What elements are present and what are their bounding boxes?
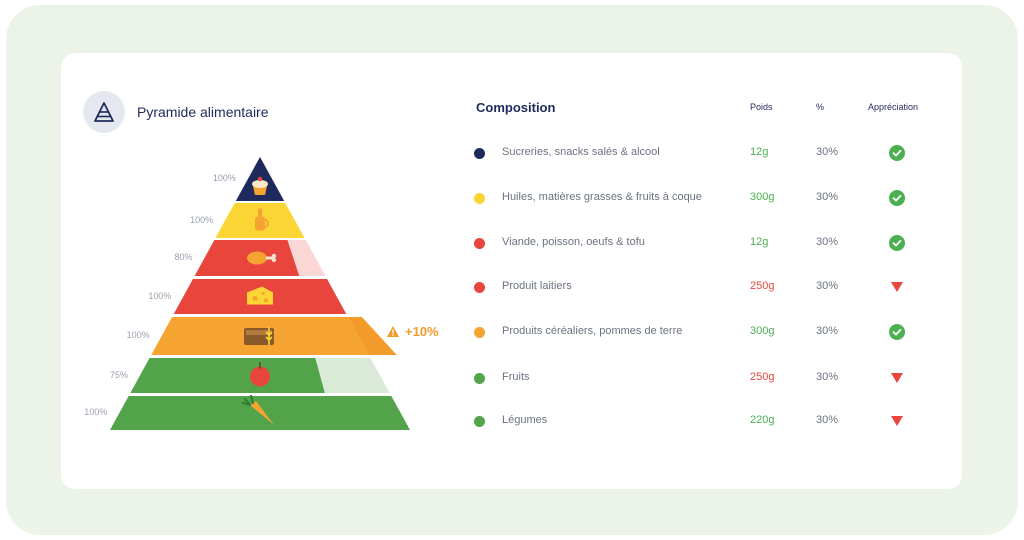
check-circle-icon: [889, 190, 905, 206]
category-weight: 12g: [750, 236, 769, 248]
level-percent-label: 100%: [148, 290, 172, 301]
category-weight: 220g: [750, 414, 775, 426]
level-percent-label: 100%: [190, 214, 214, 225]
column-rating: Appréciation: [868, 102, 919, 112]
category-dot: [474, 373, 485, 384]
pyramid-header: Pyramide alimentaire: [83, 91, 269, 133]
pyramid-chart: [110, 157, 410, 430]
category-percent: 30%: [816, 280, 839, 292]
composition-row: Légumes 220g 30%: [474, 411, 924, 431]
category-dot: [474, 327, 485, 338]
cupcake-icon: [252, 176, 268, 195]
category-label: Produit laitiers: [502, 280, 572, 292]
category-label: Produits céréaliers, pommes de terre: [502, 325, 683, 337]
category-dot: [474, 416, 485, 427]
excess-warning: +10%: [386, 324, 439, 339]
column-percent: %: [816, 102, 825, 112]
category-percent: 30%: [816, 371, 839, 383]
oil-bottle-icon: [255, 208, 269, 231]
check-circle-icon: [889, 235, 905, 251]
category-percent: 30%: [816, 325, 839, 337]
category-weight: 250g: [750, 280, 775, 292]
category-percent: 30%: [816, 146, 839, 158]
excess-segment: [347, 317, 397, 355]
level-fill: [194, 240, 300, 276]
category-label: Légumes: [502, 414, 548, 426]
level-percent-label: 100%: [126, 330, 150, 340]
food-pyramid: 100% 100% 80% 100% 100% 75% 100% +10%: [0, 0, 460, 540]
category-label: Viande, poisson, oeufs & tofu: [502, 236, 645, 248]
excess-warning-label: +10%: [405, 324, 439, 339]
warning-icon: [387, 326, 399, 337]
category-weight: 12g: [750, 146, 769, 158]
category-dot: [474, 148, 485, 159]
pyramid-title: Pyramide alimentaire: [137, 104, 269, 120]
category-dot: [474, 193, 485, 204]
down-triangle-icon: [889, 413, 905, 429]
category-percent: 30%: [816, 236, 839, 248]
composition-row: Viande, poisson, oeufs & tofu 12g 30%: [474, 233, 924, 253]
down-triangle-icon: [889, 279, 905, 295]
check-circle-icon: [889, 145, 905, 161]
composition-row: Produits céréaliers, pommes de terre 300g…: [474, 322, 924, 342]
composition-title: Composition: [476, 100, 556, 115]
level-percent-label: 80%: [174, 252, 193, 262]
category-label: Huiles, matières grasses & fruits à coqu…: [502, 191, 702, 203]
chicken-leg-icon: [247, 251, 277, 265]
column-weight: Poids: [750, 102, 773, 112]
category-weight: 250g: [750, 371, 775, 383]
level-percent-label: 100%: [84, 407, 108, 417]
category-percent: 30%: [816, 414, 839, 426]
category-label: Sucreries, snacks salés & alcool: [502, 146, 660, 158]
apple-icon: [250, 362, 270, 387]
level-percent-label: 75%: [109, 369, 128, 380]
level-fill: [130, 358, 325, 393]
level-percent-label: 100%: [212, 173, 236, 183]
cheese-icon: [247, 286, 273, 305]
category-dot: [474, 282, 485, 293]
composition-row: Produit laitiers 250g 30%: [474, 277, 924, 297]
composition-row: Huiles, matières grasses & fruits à coqu…: [474, 188, 924, 208]
category-weight: 300g: [750, 191, 775, 203]
pyramid-icon: [83, 91, 125, 133]
category-weight: 300g: [750, 325, 775, 337]
composition-row: Fruits 250g 30%: [474, 368, 924, 388]
category-percent: 30%: [816, 191, 839, 203]
composition-row: Sucreries, snacks salés & alcool 12g 30%: [474, 143, 924, 163]
category-dot: [474, 238, 485, 249]
carrot-icon: [241, 394, 274, 425]
check-circle-icon: [889, 324, 905, 340]
down-triangle-icon: [889, 370, 905, 386]
bread-icon: [244, 327, 274, 345]
category-label: Fruits: [502, 371, 530, 383]
